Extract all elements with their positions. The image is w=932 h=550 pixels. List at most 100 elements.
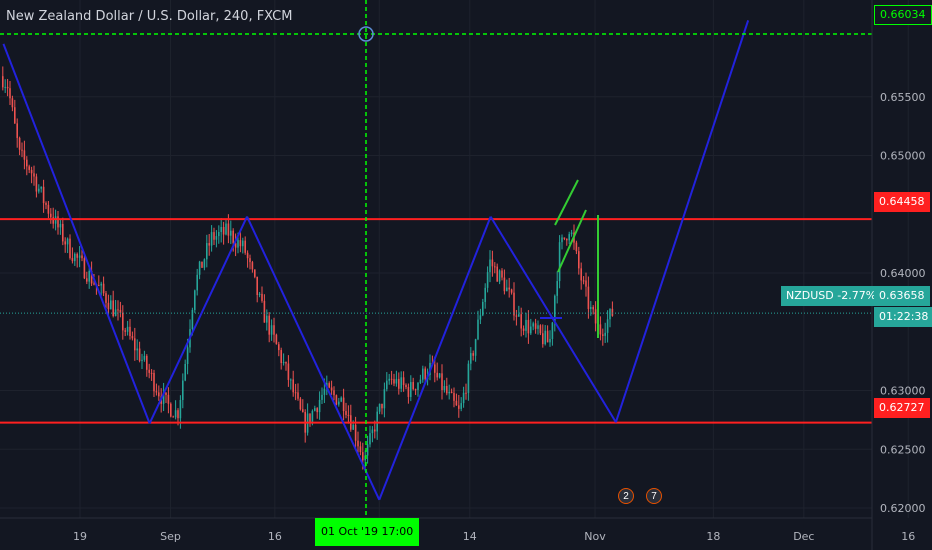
resistance-price-label: 0.64458 <box>874 192 930 212</box>
candle-body <box>412 382 414 390</box>
crosshair <box>0 0 872 518</box>
candle-body <box>230 230 232 236</box>
candle-body <box>74 253 76 262</box>
candle-body <box>462 392 465 404</box>
candle-body <box>234 243 237 248</box>
candle-body <box>311 410 314 422</box>
candle-body <box>237 240 239 248</box>
crosshair-time-label: 01 Oct '19 17:00 <box>315 518 420 546</box>
candle-body <box>477 319 479 340</box>
candle-body <box>314 408 316 411</box>
candle-body <box>251 262 254 270</box>
candle-body <box>210 232 213 246</box>
candle-body <box>88 270 90 282</box>
candle-body <box>124 330 126 332</box>
candle-body <box>18 137 21 150</box>
price-tick-label: 0.63000 <box>880 385 926 398</box>
candle-body <box>570 232 573 235</box>
candle-body <box>330 387 333 391</box>
candle-body <box>491 259 494 267</box>
candle-body <box>62 223 64 242</box>
candle-body <box>98 285 100 287</box>
candle-body <box>105 293 107 303</box>
candle-body <box>71 257 74 262</box>
candle-body <box>150 372 153 374</box>
candle-body <box>551 322 554 339</box>
candle-body <box>4 86 6 88</box>
candle-body <box>414 389 417 391</box>
event-flag-2[interactable]: 7 <box>646 488 662 504</box>
candle-body <box>558 242 561 282</box>
price-tick-label: 0.65000 <box>880 150 926 163</box>
event-flag-1[interactable]: 2 <box>618 488 634 504</box>
candle-body <box>158 392 160 397</box>
candle-body <box>539 325 542 334</box>
candle-body <box>222 226 225 235</box>
candle-body <box>364 455 366 461</box>
pattern-zigzag <box>2 20 750 501</box>
candle-body <box>441 373 443 391</box>
candle-body <box>417 382 419 390</box>
candle-body <box>126 326 129 332</box>
candle-body <box>604 332 606 336</box>
candle-body <box>489 259 491 273</box>
candle-body <box>357 440 359 447</box>
candle-body <box>40 186 42 189</box>
candle-body <box>470 353 472 364</box>
wedge-lower-line <box>557 209 587 273</box>
candle-body <box>242 240 244 247</box>
candle-body <box>179 400 182 419</box>
candle-body <box>520 314 522 329</box>
candle-body <box>503 277 506 292</box>
candle-body <box>206 243 208 260</box>
candle-body <box>318 399 321 413</box>
candle-body <box>23 150 26 160</box>
candle-body <box>323 388 326 395</box>
candle-body <box>450 391 453 393</box>
candle-body <box>292 379 294 393</box>
candle-body <box>328 383 330 388</box>
candle-body <box>268 315 270 335</box>
candle-body <box>424 368 426 380</box>
candle-body <box>191 309 194 330</box>
candle-body <box>47 204 50 214</box>
candle-body <box>174 410 177 418</box>
candle-body <box>227 223 230 236</box>
crosshair-anchor <box>358 26 374 42</box>
candle-body <box>246 252 249 259</box>
candle-body <box>2 76 4 88</box>
price-tick-label: 0.62500 <box>880 443 926 456</box>
candle-body <box>602 334 604 336</box>
candle-body <box>162 392 165 404</box>
candle-body <box>530 326 532 334</box>
candle-body <box>494 266 496 268</box>
candle-body <box>388 378 390 381</box>
ticker-change-label: NZDUSD -2.77% <box>781 286 882 306</box>
candle-body <box>110 300 112 310</box>
candle-body <box>26 159 28 167</box>
candle-body <box>611 308 614 316</box>
candle-body <box>50 213 52 218</box>
candle-body <box>458 405 460 409</box>
candle-body <box>21 149 23 151</box>
candle-body <box>194 290 196 310</box>
candle-body <box>592 307 594 310</box>
candle-body <box>393 379 395 384</box>
candle-body <box>129 326 131 337</box>
price-axis-panel <box>872 0 932 550</box>
candle-body <box>66 238 69 245</box>
candle-body <box>282 362 285 364</box>
candle-body <box>467 363 470 393</box>
candle-body <box>474 339 477 356</box>
candle-body <box>352 424 354 430</box>
candle-body <box>203 259 206 268</box>
candle-body <box>81 255 83 259</box>
zigzag-segment <box>246 216 381 501</box>
candle-body <box>102 283 105 294</box>
candle-body <box>90 270 93 284</box>
candle-body <box>45 203 47 205</box>
candle-body <box>16 123 18 138</box>
